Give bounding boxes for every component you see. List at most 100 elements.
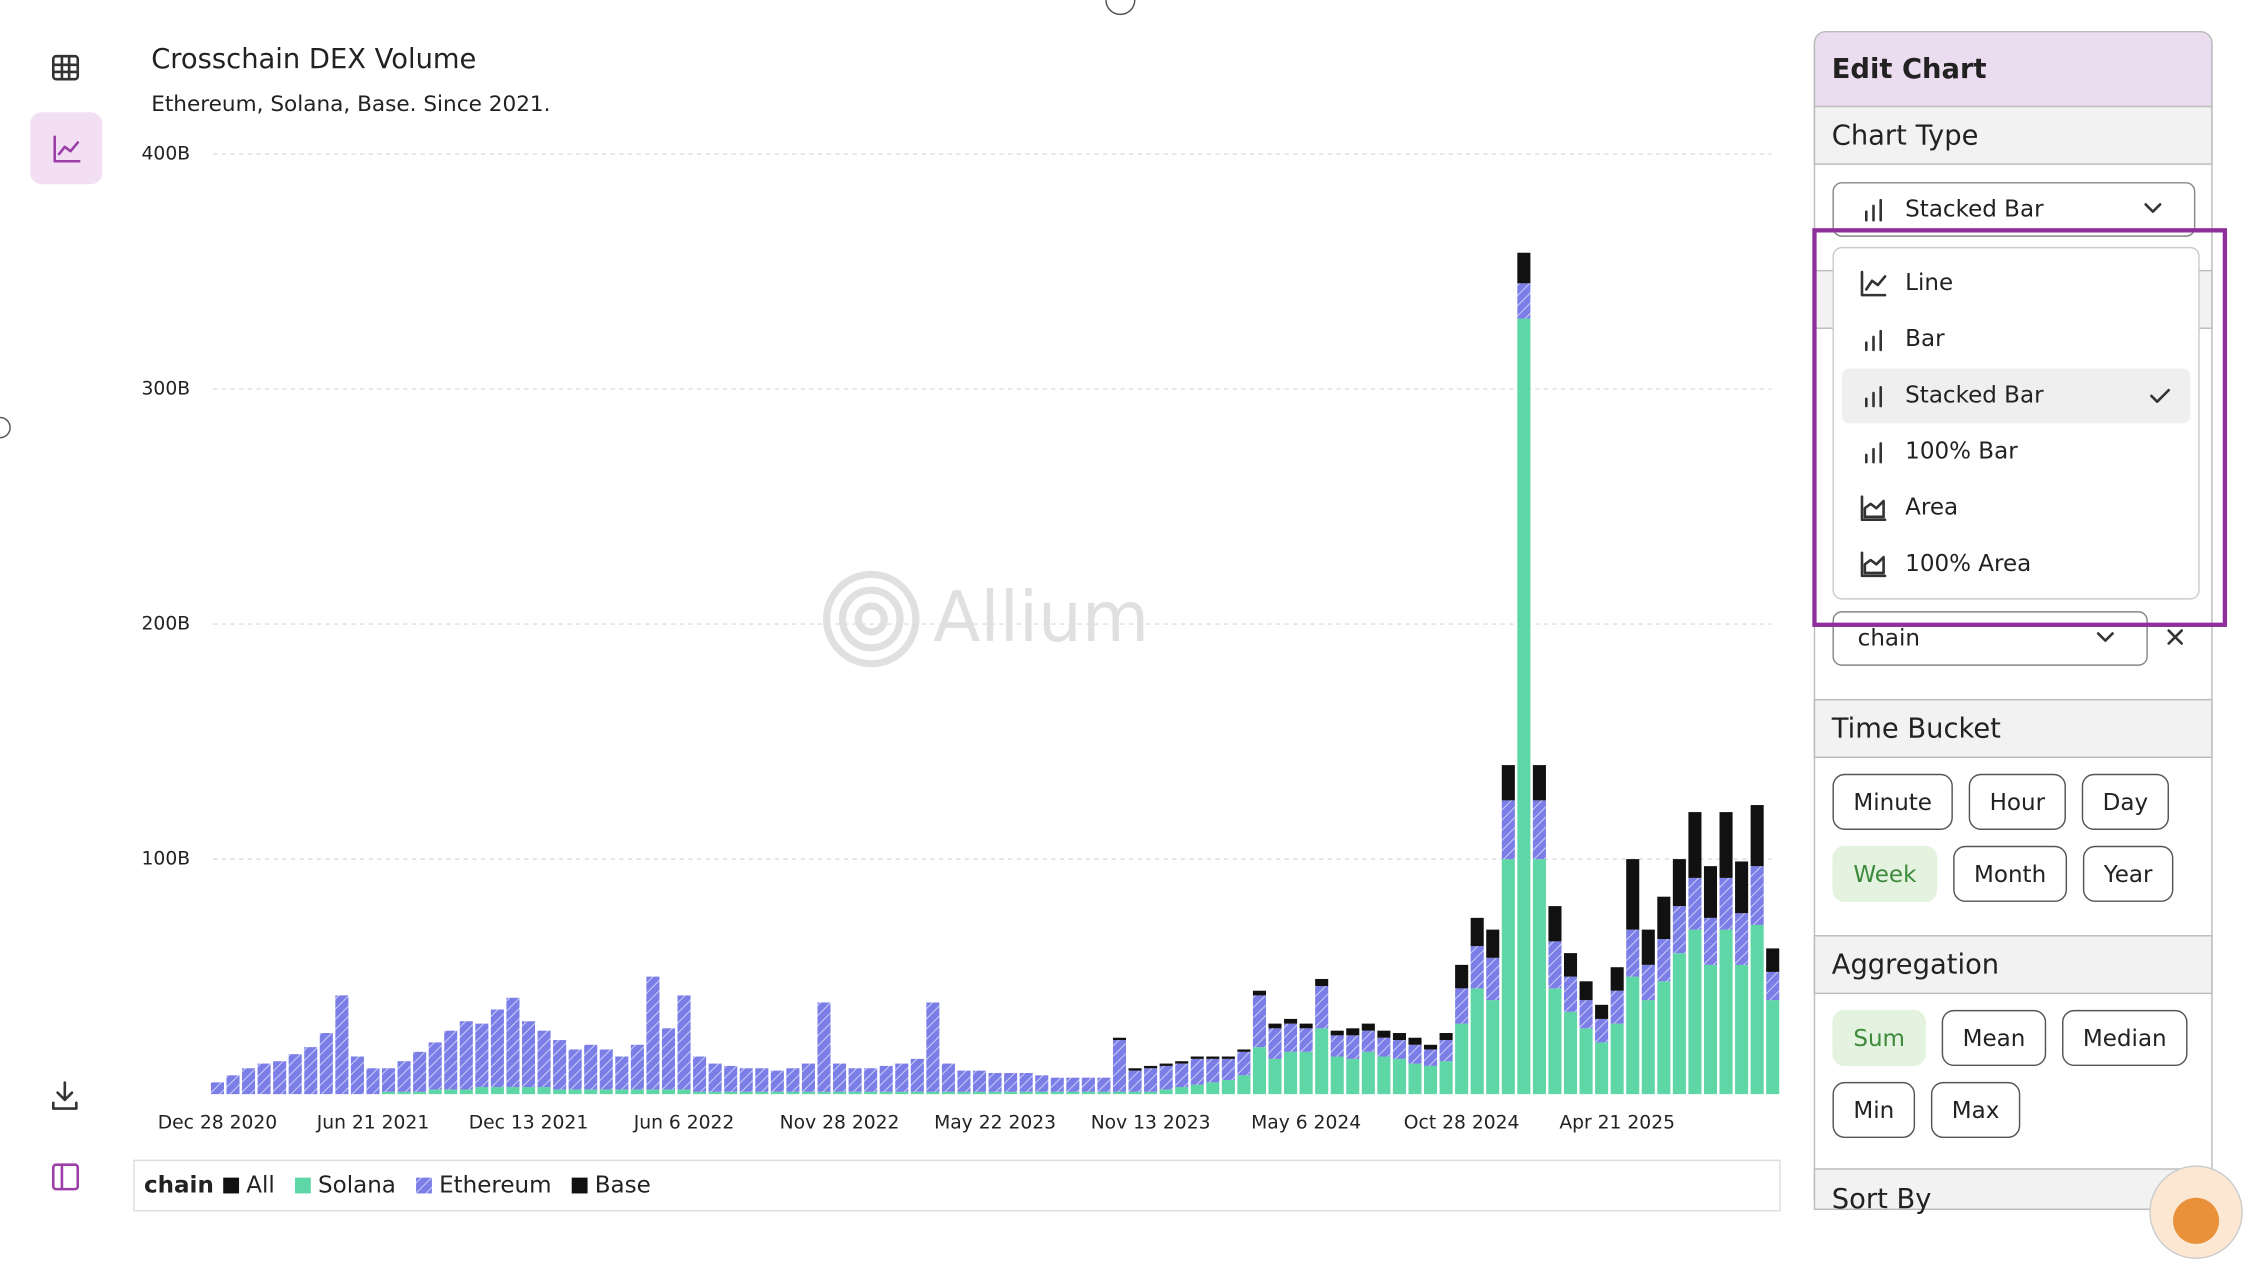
bar-segment	[724, 1065, 738, 1092]
bar-segment	[599, 1089, 613, 1095]
bar-segment	[1688, 877, 1702, 930]
bar-segment	[1392, 1033, 1406, 1041]
bar-segment	[1206, 1056, 1220, 1059]
bar-segment	[1657, 939, 1671, 982]
bar-segment	[1688, 812, 1702, 878]
bar-segment	[1486, 957, 1500, 1001]
bar-segment	[1066, 1091, 1080, 1095]
option-button[interactable]: Minute	[1832, 773, 1953, 830]
bar-segment	[1377, 1037, 1391, 1057]
option-button[interactable]: Day	[2081, 773, 2169, 830]
bar-segment	[319, 1033, 333, 1095]
section-title: Time Bucket	[1831, 713, 2001, 744]
bar-segment	[1190, 1058, 1204, 1085]
bar-segment	[506, 1087, 520, 1095]
option-button[interactable]: Min	[1832, 1081, 1916, 1139]
chart-type-option[interactable]: Area	[1905, 495, 1958, 521]
x-tick-label: Dec 28 2020	[158, 1112, 278, 1133]
option-icon	[1860, 551, 1887, 578]
section-title: Chart Type	[1832, 120, 1979, 151]
clear-button[interactable]	[2167, 629, 2183, 645]
option-button[interactable]: Sum	[1832, 1009, 1926, 1067]
bar-segment	[1128, 1070, 1142, 1092]
x-tick-label: Jun 6 2022	[633, 1112, 735, 1133]
bar-segment	[1392, 1058, 1406, 1095]
bar-segment	[1672, 859, 1686, 907]
option-icon	[1865, 442, 1883, 464]
bar-segment	[1221, 1056, 1235, 1059]
bar-segment	[972, 1070, 987, 1092]
option-button[interactable]: Median	[2062, 1009, 2188, 1067]
bar-icon	[1865, 198, 1883, 222]
bar-segment	[724, 1091, 738, 1095]
option-button[interactable]: Year	[2082, 845, 2174, 902]
bar-segment	[1206, 1058, 1220, 1083]
bar-segment	[1299, 1028, 1313, 1052]
legend-label: All	[246, 1173, 275, 1199]
bar-segment	[1159, 1065, 1173, 1090]
button-label: Mean	[1963, 1026, 2026, 1052]
bar-segment	[708, 1063, 722, 1092]
bar-segment	[1641, 964, 1655, 1001]
bar-segment	[1486, 1000, 1500, 1095]
edit-panel: Edit Chart Chart Type Stacked Bar chain …	[1812, 30, 2243, 1259]
bar-segment	[1719, 812, 1733, 878]
button-frame	[2082, 845, 2174, 902]
bar-segment	[1424, 1049, 1438, 1066]
plot: 100B 200B 300B 400B Dec 28 2020 Jun 21 2021 De…	[142, 144, 1780, 1133]
download-button[interactable]	[51, 1081, 78, 1110]
bar-segment	[1361, 1030, 1375, 1052]
bar-segment	[879, 1065, 893, 1092]
bar-segment	[490, 1009, 504, 1088]
bar-segment	[350, 1056, 364, 1095]
panel-title: Edit Chart	[1832, 54, 1987, 85]
bar-segment	[1175, 1061, 1189, 1064]
highlight-box	[1812, 228, 2228, 627]
legend-label: Base	[595, 1173, 651, 1199]
chevron	[2144, 203, 2162, 213]
bar-segment	[521, 1087, 536, 1095]
bar-segment	[1703, 964, 1718, 1095]
bar-segment	[1361, 1023, 1375, 1031]
option-button[interactable]: Week	[1832, 845, 1938, 902]
resize-handle[interactable]	[0, 416, 11, 439]
table-view-button[interactable]	[51, 54, 80, 81]
option-button[interactable]: Month	[1953, 845, 2068, 902]
chart-icon	[53, 135, 81, 163]
bar-segment	[381, 1068, 396, 1092]
drag-handle[interactable]	[1105, 0, 1136, 16]
bar-segment	[661, 1089, 676, 1095]
bar-segment	[895, 1063, 909, 1092]
x-tick-label: May 22 2023	[934, 1112, 1056, 1133]
y-tick-label: 100B	[142, 849, 191, 870]
chart-type-option[interactable]: Stacked Bar	[1905, 382, 2044, 408]
bar-segment	[1595, 1018, 1609, 1043]
bar-segment	[444, 1030, 458, 1090]
chart-type-option[interactable]: Bar	[1905, 326, 1945, 352]
bar-segment	[521, 1021, 536, 1088]
bar-segment	[1268, 1023, 1282, 1029]
chart-type-option[interactable]: Line	[1905, 270, 1953, 296]
bar-segment	[1112, 1040, 1127, 1092]
button-label: Year	[2103, 862, 2153, 888]
option-button[interactable]: Mean	[1941, 1009, 2047, 1067]
option-button[interactable]: Max	[1930, 1081, 2021, 1139]
button-label: Hour	[1990, 790, 2046, 816]
option-button[interactable]: Hour	[1968, 773, 2066, 830]
bar-segment	[1097, 1091, 1111, 1095]
bar-segment	[910, 1091, 924, 1095]
legend-swatch	[294, 1177, 311, 1194]
bar-segment	[568, 1089, 582, 1095]
panel-toggle[interactable]	[51, 1163, 80, 1191]
chart-type-option[interactable]: 100% Area	[1905, 551, 2031, 577]
chart-type-option[interactable]: 100% Bar	[1905, 439, 2018, 465]
bar-segment	[1392, 1040, 1406, 1059]
bar-segment	[661, 1028, 676, 1090]
bar-segment	[1004, 1072, 1018, 1092]
bar-segment	[739, 1091, 753, 1095]
button-frame	[2081, 773, 2169, 830]
chart-type-select[interactable]	[1832, 182, 2196, 237]
bar-segment	[1284, 1018, 1298, 1024]
section-title: Sort By	[1832, 1184, 1932, 1215]
bar-segment	[1252, 995, 1267, 1048]
